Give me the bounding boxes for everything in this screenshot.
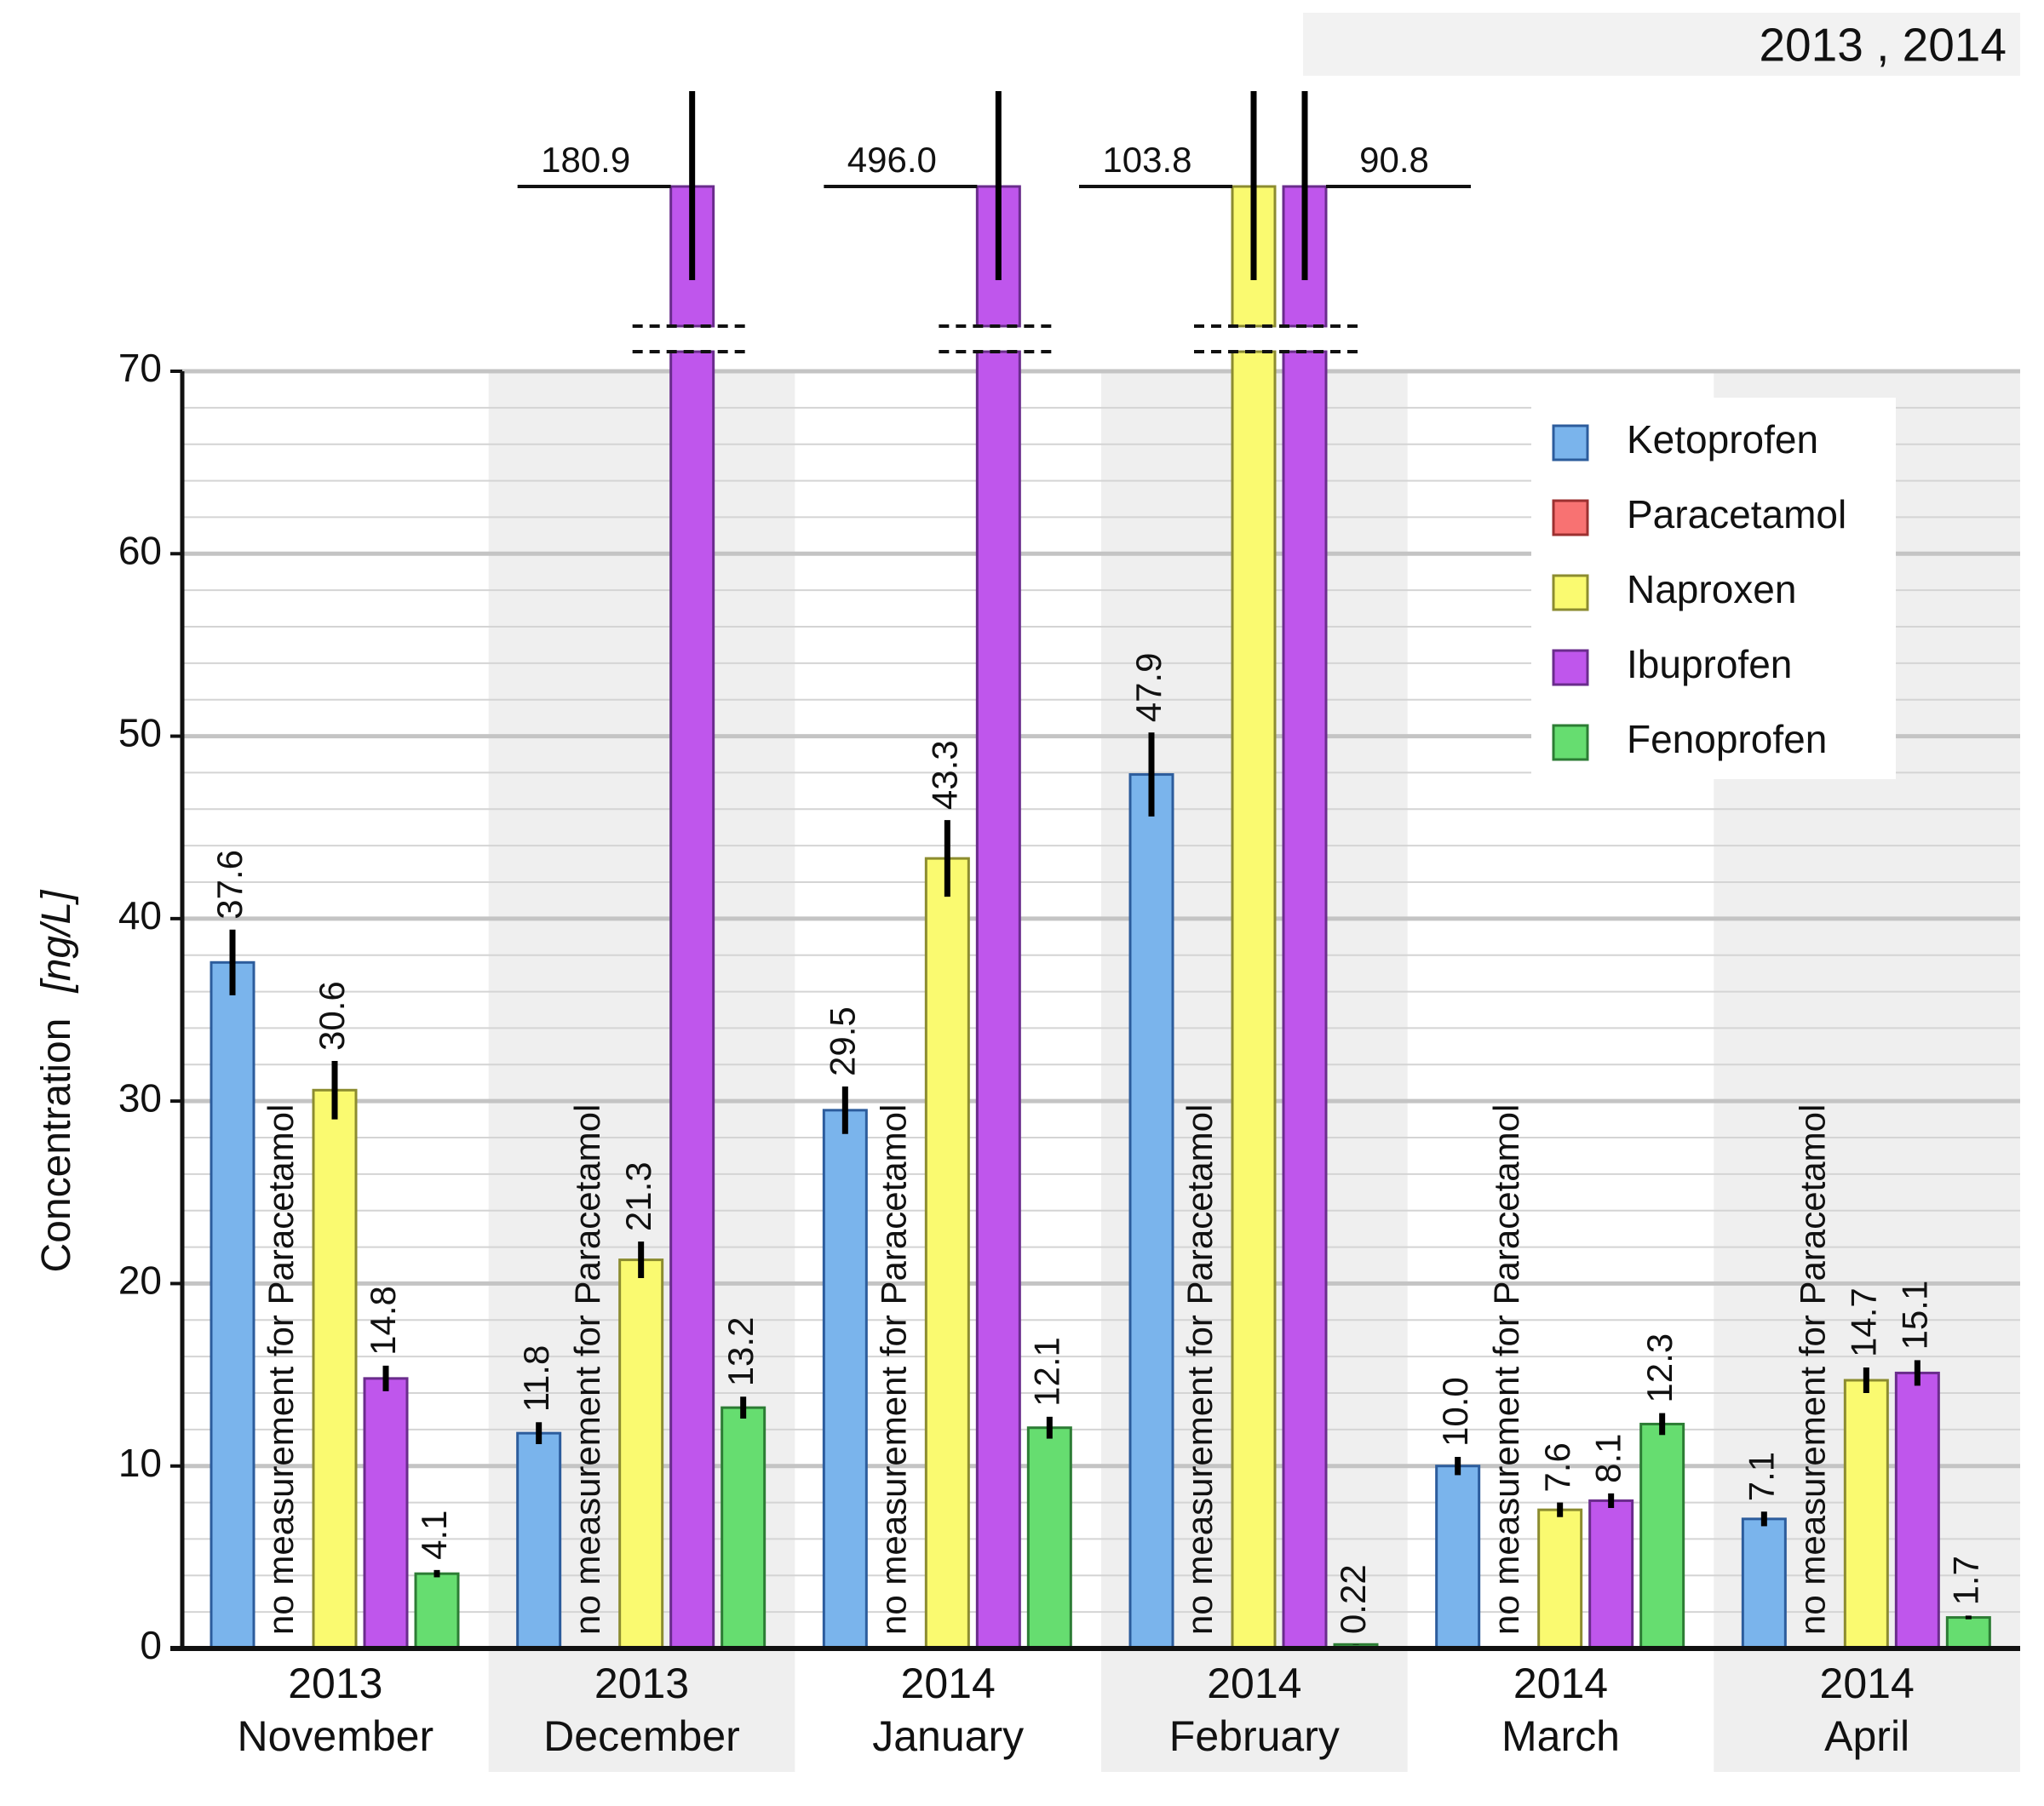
no-measurement-note: no measurement for Paracetamol	[1180, 1104, 1220, 1635]
value-label: 21.3	[618, 1161, 658, 1231]
x-tick-label: 2014	[1820, 1660, 1915, 1707]
value-label: 7.1	[1741, 1452, 1781, 1501]
value-label: 1.7	[1945, 1556, 1985, 1605]
bar	[414, 1572, 460, 1650]
bar	[210, 960, 256, 1650]
no-measurement-note: no measurement for Paracetamol	[873, 1104, 913, 1635]
x-tick-label: 2013	[594, 1660, 689, 1707]
y-tick-label: 50	[118, 711, 162, 755]
value-label: 37.6	[210, 850, 250, 920]
x-tick-label: 2014	[1207, 1660, 1301, 1707]
value-label: 8.1	[1588, 1433, 1628, 1482]
bar	[618, 1258, 664, 1650]
bar	[1537, 1508, 1583, 1650]
y-tick-label: 0	[140, 1623, 162, 1667]
y-tick-label: 70	[118, 346, 162, 390]
y-tick-label: 20	[118, 1258, 162, 1303]
bar	[822, 1109, 868, 1650]
x-tick-label: 2013	[288, 1660, 382, 1707]
value-label: 29.5	[822, 1006, 862, 1076]
bar	[1843, 1379, 1889, 1650]
value-label: 7.6	[1537, 1442, 1577, 1492]
y-axis-unit: [ng/L]	[34, 889, 79, 994]
y-tick-label: 10	[118, 1441, 162, 1485]
x-tick-label: November	[238, 1712, 434, 1760]
bar	[312, 1088, 358, 1650]
no-measurement-note: no measurement for Paracetamol	[261, 1104, 301, 1635]
no-measurement-note: no measurement for Paracetamol	[567, 1104, 607, 1635]
x-tick-label: January	[872, 1712, 1024, 1760]
value-label: 103.8	[1102, 140, 1191, 180]
legend-swatch	[1552, 724, 1589, 761]
x-tick-label: 2014	[1513, 1660, 1608, 1707]
bar	[1894, 1371, 1940, 1650]
value-label: 10.0	[1435, 1377, 1475, 1447]
bar-lower	[1231, 350, 1277, 1650]
y-axis-label: Concentration [ng/L]	[34, 889, 79, 1273]
legend-label: Fenoprofen	[1627, 717, 1827, 761]
no-measurement-note: no measurement for Paracetamol	[1792, 1104, 1832, 1635]
header-note: 2013 , 2014	[1759, 19, 2007, 72]
legend-label: Ibuprofen	[1627, 642, 1792, 686]
bar	[1639, 1422, 1685, 1650]
bar	[1588, 1499, 1634, 1650]
legend-box	[1531, 398, 1896, 779]
legend-swatch	[1552, 649, 1589, 686]
value-label: 12.3	[1639, 1333, 1679, 1403]
value-label: 496.0	[847, 140, 937, 180]
value-label: 12.1	[1026, 1337, 1066, 1407]
legend-swatch	[1552, 499, 1589, 536]
legend-label: Naproxen	[1627, 567, 1796, 611]
header-box	[1303, 13, 2020, 76]
legend-swatch	[1552, 424, 1589, 462]
bar	[924, 857, 970, 1650]
x-tick-label: December	[543, 1712, 740, 1760]
y-tick-label: 60	[118, 528, 162, 572]
value-label: 14.8	[363, 1286, 403, 1356]
y-axis-title: Concentration	[34, 1018, 79, 1273]
bar	[1945, 1616, 1991, 1650]
value-label: 43.3	[924, 740, 964, 810]
value-label: 0.22	[1333, 1564, 1373, 1634]
value-label: 11.8	[516, 1345, 556, 1413]
bar	[363, 1377, 409, 1650]
x-tick-label: February	[1169, 1712, 1340, 1760]
value-label: 4.1	[414, 1510, 454, 1559]
legend-label: Ketoprofen	[1627, 417, 1818, 462]
x-tick-label: March	[1501, 1712, 1620, 1760]
legend-swatch	[1552, 574, 1589, 611]
bar-lower	[669, 350, 715, 1650]
value-label: 47.9	[1128, 653, 1168, 723]
value-label: 14.7	[1843, 1287, 1883, 1357]
bar	[1741, 1517, 1787, 1650]
y-tick-label: 30	[118, 1075, 162, 1120]
value-label: 15.1	[1894, 1281, 1934, 1350]
bar	[721, 1406, 766, 1650]
bar-lower	[975, 350, 1021, 1650]
bar	[1026, 1426, 1072, 1650]
value-label: 13.2	[721, 1317, 761, 1387]
value-label: 180.9	[541, 140, 630, 180]
bar	[516, 1431, 562, 1650]
bar-lower	[1282, 350, 1328, 1650]
bar	[1435, 1465, 1481, 1650]
value-label: 30.6	[312, 981, 352, 1051]
legend-label: Paracetamol	[1627, 492, 1846, 536]
value-label: 90.8	[1359, 140, 1429, 180]
no-measurement-note: no measurement for Paracetamol	[1486, 1104, 1526, 1635]
x-tick-label: April	[1824, 1712, 1909, 1760]
y-tick-label: 40	[118, 893, 162, 937]
bar	[1128, 773, 1174, 1650]
x-tick-label: 2014	[901, 1660, 996, 1707]
